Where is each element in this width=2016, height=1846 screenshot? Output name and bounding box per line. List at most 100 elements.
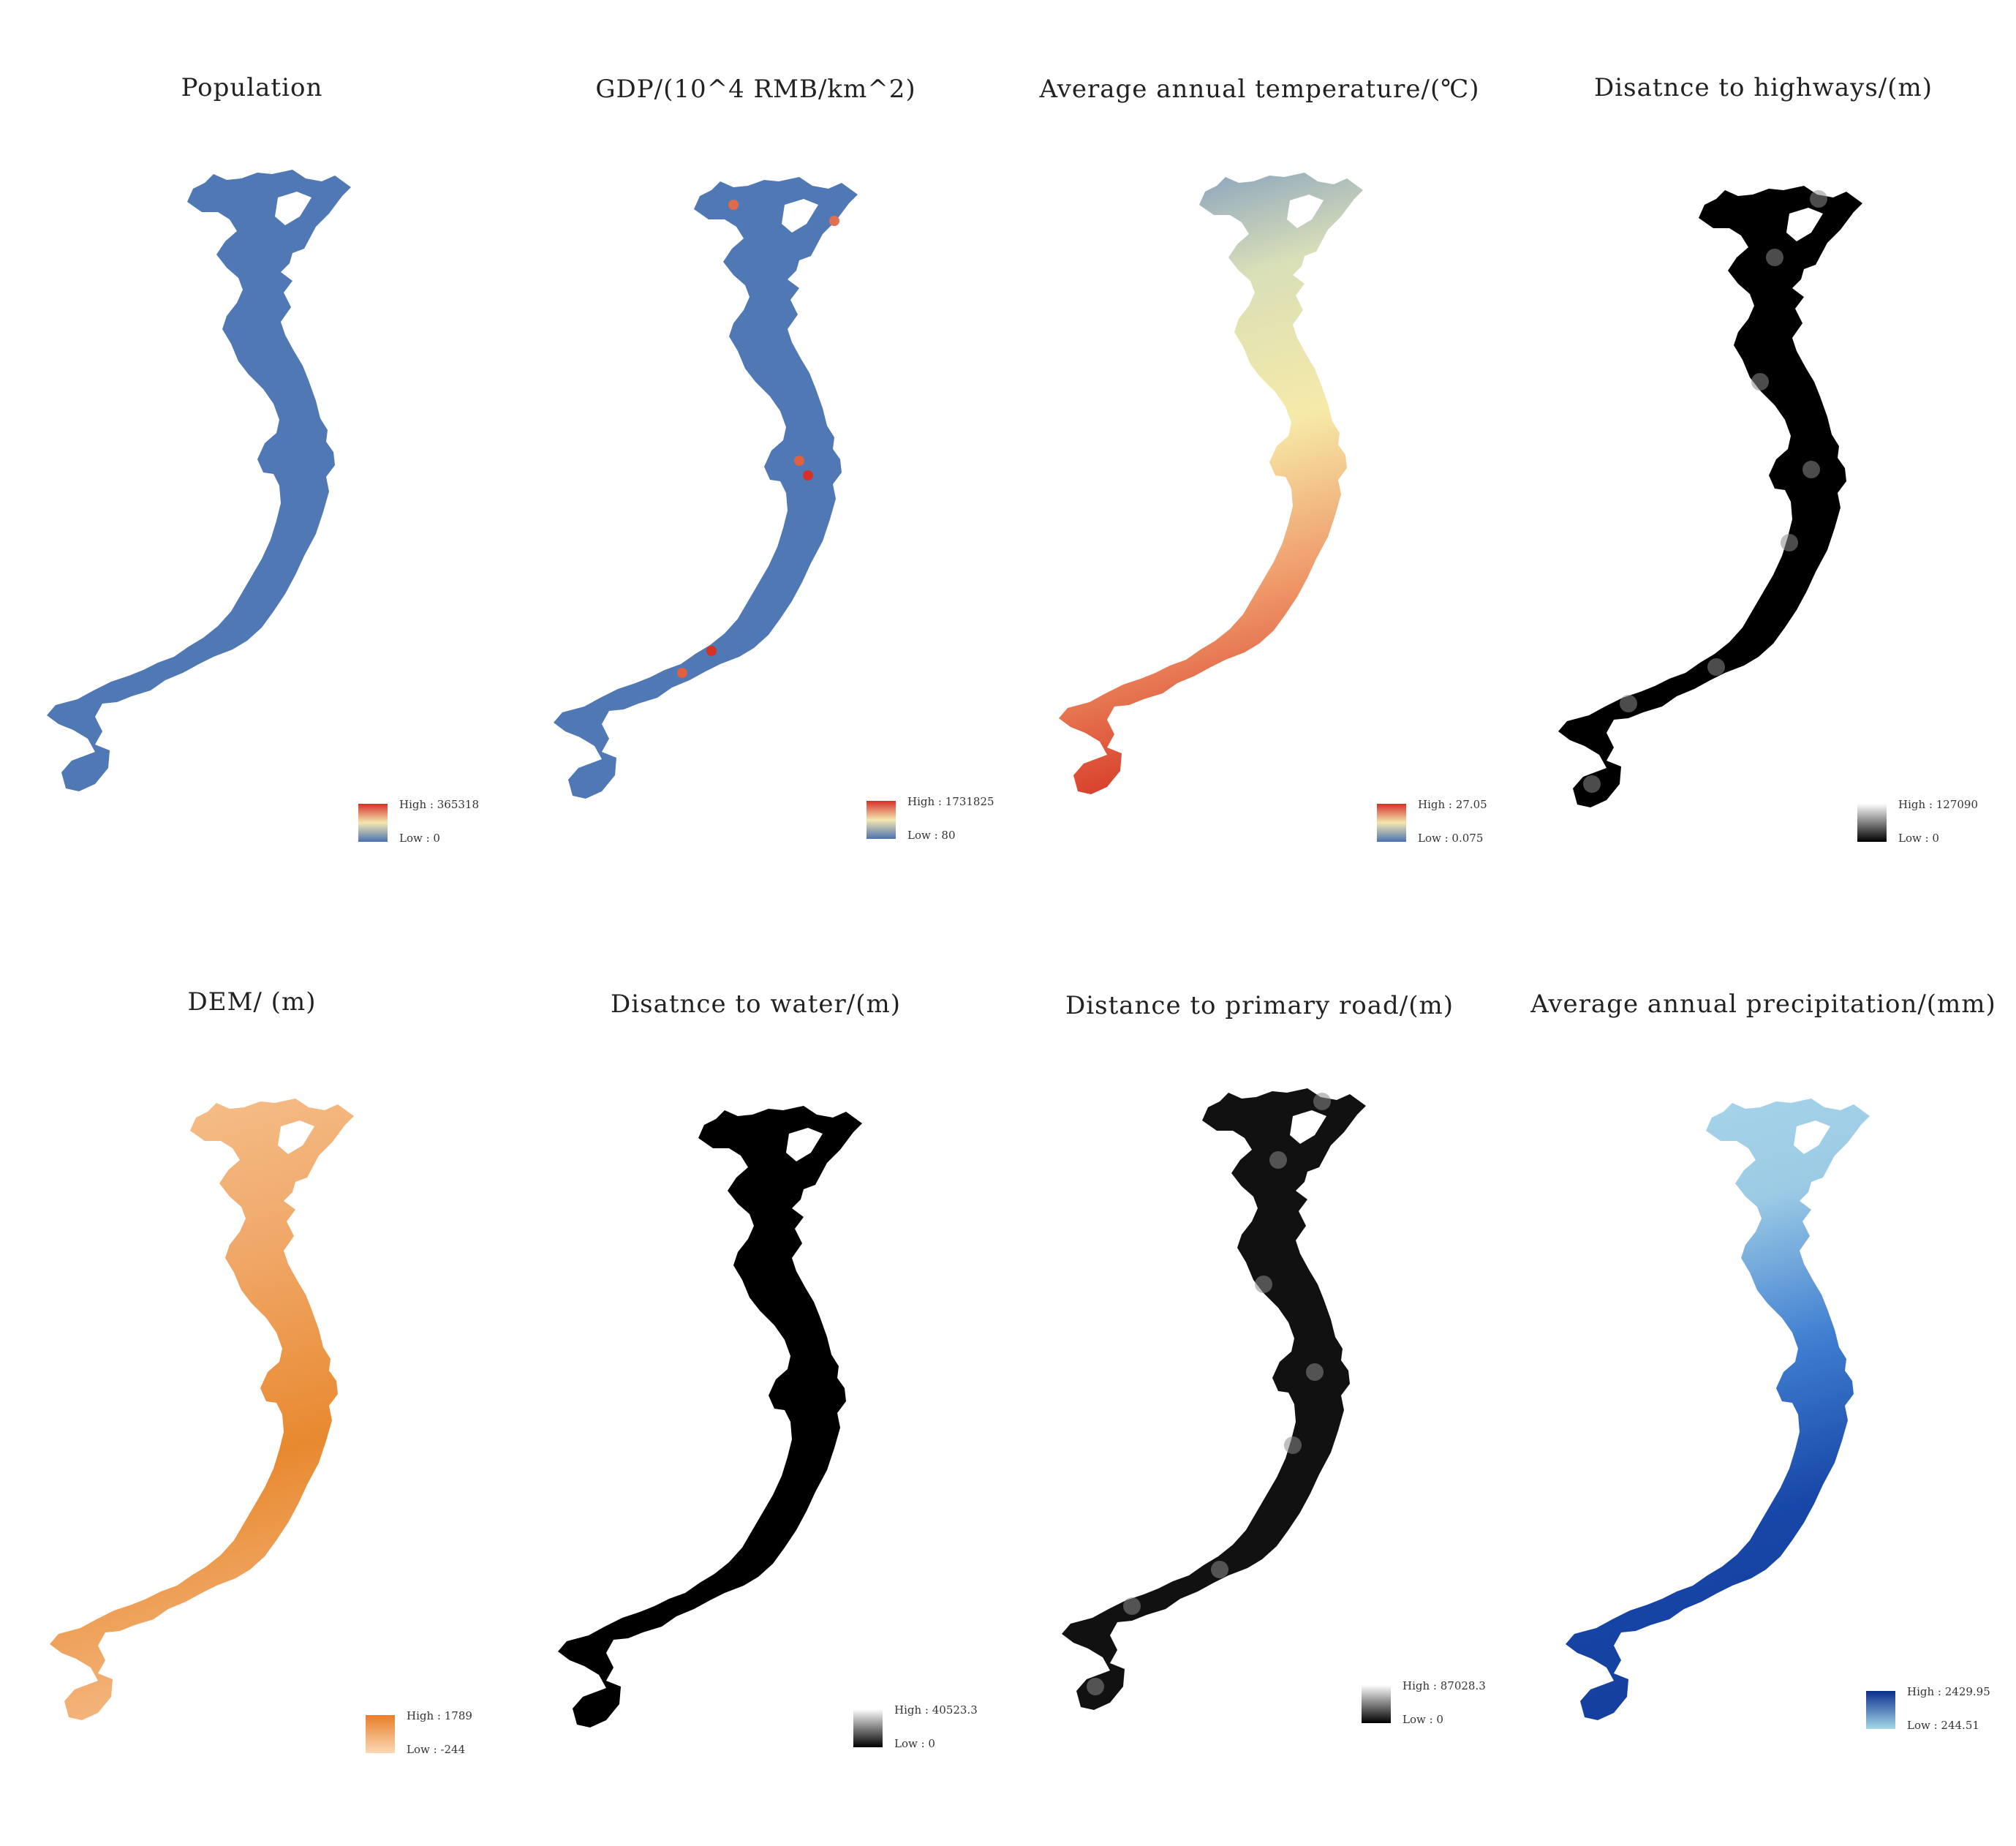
distance-patch: [1766, 249, 1783, 266]
legend-low-label: Low : 80: [907, 829, 956, 842]
coastal-region: [47, 170, 351, 791]
map-water: [558, 1106, 862, 1728]
bay-gap: [275, 192, 312, 225]
legend-high-label: High : 40523.3: [894, 1703, 978, 1717]
coastal-region: [1558, 186, 1862, 807]
panel-gdp: GDP/(10^4 RMB/km^2) High : 1731825 Low :…: [504, 0, 1008, 914]
distance-patch: [1313, 1093, 1331, 1110]
legend-low-label: Low : 0: [399, 832, 440, 845]
hotspot: [728, 200, 739, 210]
legend-high-label: High : 127090: [1898, 798, 1978, 811]
region-group: [558, 1106, 862, 1728]
panel-title: Disatnce to highways/(m): [1593, 73, 1933, 102]
legend-low-label: Low : 0: [894, 1737, 935, 1750]
distance-patch: [1087, 1678, 1104, 1695]
coastal-region: [1062, 1088, 1366, 1710]
map-temperature: [1059, 173, 1363, 794]
map-primary-road: [1062, 1088, 1366, 1710]
legend-low-label: Low : 244.51: [1907, 1719, 1979, 1732]
map-dem: [50, 1099, 354, 1720]
panel-dem: DEM/ (m) High : 1789 Low : -244: [0, 914, 504, 1828]
panel-water: Disatnce to water/(m) High : 40523.3 Low…: [504, 914, 1008, 1828]
coastal-region: [1059, 173, 1363, 794]
bay-gap: [1786, 208, 1823, 241]
legend: High : 1731825 Low : 80: [867, 795, 1042, 843]
map-precipitation: [1566, 1099, 1870, 1720]
map-highways: [1558, 186, 1862, 807]
bay-gap: [786, 1128, 823, 1161]
bay-gap: [1290, 1110, 1326, 1144]
distance-patch: [1269, 1151, 1287, 1169]
panel-temperature: Average annual temperature/(℃) High : 27…: [1008, 0, 1511, 914]
legend-color-ramp: [867, 801, 896, 839]
distance-patch: [1810, 190, 1827, 208]
legend-low-label: Low : -244: [407, 1743, 466, 1756]
legend-color-ramp: [1866, 1691, 1895, 1729]
panel-title: Average annual temperature/(℃): [1039, 75, 1480, 104]
region-group: [554, 177, 858, 799]
hotspot: [829, 216, 839, 226]
legend-color-ramp: [358, 804, 388, 842]
distance-patch: [1707, 658, 1725, 676]
distance-patch: [1211, 1561, 1228, 1578]
distance-patch: [1620, 695, 1637, 712]
region-group: [1059, 173, 1363, 794]
bay-gap: [1794, 1120, 1830, 1154]
coastal-region: [50, 1099, 354, 1720]
legend-high-label: High : 1731825: [907, 795, 994, 808]
legend: High : 1789 Low : -244: [366, 1709, 541, 1758]
bay-gap: [278, 1120, 314, 1154]
hotspot: [706, 646, 717, 656]
map-population: [47, 170, 351, 791]
legend-high-label: High : 365318: [399, 798, 479, 811]
legend: High : 87028.3 Low : 0: [1362, 1679, 1537, 1728]
legend-low-label: Low : 0: [1402, 1713, 1443, 1726]
panel-title: Distance to primary road/(m): [1065, 991, 1454, 1020]
legend-high-label: High : 87028.3: [1402, 1679, 1486, 1692]
legend: High : 365318 Low : 0: [358, 798, 534, 846]
region-group: [1062, 1088, 1366, 1710]
legend-high-label: High : 1789: [407, 1709, 472, 1722]
legend-color-ramp: [1377, 804, 1406, 842]
panel-title: Average annual precipitation/(mm): [1530, 990, 1996, 1019]
legend-low-label: Low : 0: [1898, 832, 1939, 845]
panel-highways: Disatnce to highways/(m) High : 127090 L…: [1511, 0, 2015, 914]
map-gdp: [554, 177, 858, 799]
panel-title: DEM/ (m): [187, 987, 317, 1017]
legend-low-label: Low : 0.075: [1418, 832, 1484, 845]
panel-title: Disatnce to water/(m): [611, 990, 901, 1019]
panel-title: GDP/(10^4 RMB/km^2): [595, 75, 916, 104]
coastal-region: [1566, 1099, 1870, 1720]
legend: High : 40523.3 Low : 0: [853, 1703, 1029, 1752]
hotspot: [803, 470, 813, 481]
region-group: [1558, 186, 1862, 807]
hotspot: [794, 456, 804, 466]
legend: High : 27.05 Low : 0.075: [1377, 798, 1552, 846]
region-group: [50, 1099, 354, 1720]
legend: High : 2429.95 Low : 244.51: [1866, 1685, 2016, 1733]
coastal-region: [558, 1106, 862, 1728]
panel-precipitation: Average annual precipitation/(mm) High :…: [1511, 914, 2015, 1828]
distance-patch: [1781, 534, 1798, 551]
distance-patch: [1583, 775, 1601, 793]
distance-patch: [1802, 461, 1820, 478]
hotspot: [677, 668, 687, 678]
bay-gap: [782, 199, 818, 233]
distance-patch: [1123, 1597, 1141, 1615]
panel-population: Population High : 365318 Low : 0: [0, 0, 504, 914]
bay-gap: [1287, 195, 1324, 228]
distance-patch: [1255, 1276, 1272, 1293]
legend-color-ramp: [1362, 1685, 1391, 1723]
panel-primary-road: Distance to primary road/(m) High : 8702…: [1008, 914, 1511, 1828]
distance-patch: [1751, 373, 1769, 391]
legend-high-label: High : 27.05: [1418, 798, 1487, 811]
legend-high-label: High : 2429.95: [1907, 1685, 1990, 1698]
legend-color-ramp: [366, 1715, 395, 1753]
region-group: [47, 170, 351, 791]
legend-color-ramp: [853, 1709, 883, 1747]
distance-patch: [1306, 1363, 1324, 1381]
coastal-region: [554, 177, 858, 799]
region-group: [1566, 1099, 1870, 1720]
distance-patch: [1284, 1436, 1302, 1454]
legend-color-ramp: [1857, 804, 1887, 842]
